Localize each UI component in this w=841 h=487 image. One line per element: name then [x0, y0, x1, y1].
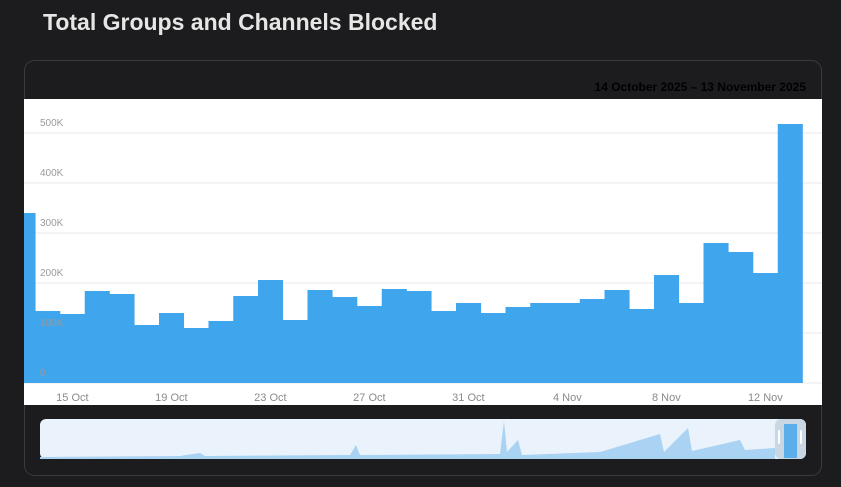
bar: [728, 252, 754, 383]
bar: [159, 313, 185, 383]
page-title: Total Groups and Channels Blocked: [43, 9, 437, 35]
x-tick-label: 19 Oct: [155, 392, 187, 404]
navigator: [40, 419, 806, 459]
bar: [357, 306, 383, 383]
bar: [406, 291, 432, 383]
bar: [629, 309, 655, 383]
bar: [678, 303, 704, 383]
bars: [24, 124, 803, 383]
handle-grip: [800, 430, 802, 444]
bar: [84, 291, 110, 383]
bar: [505, 307, 531, 383]
x-tick-label: 15 Oct: [56, 392, 88, 404]
bar: [777, 124, 803, 383]
navigator-series: [40, 421, 775, 459]
bar: [579, 299, 605, 383]
bar: [183, 328, 209, 383]
bar: [35, 311, 61, 383]
y-tick-label: 300K: [40, 218, 64, 229]
bar: [381, 289, 407, 383]
bar: [530, 303, 556, 383]
bar: [753, 273, 779, 383]
bar: [134, 325, 160, 383]
bar: [208, 321, 234, 383]
bar: [24, 213, 36, 383]
y-tick-label: 200K: [40, 268, 64, 279]
bar: [60, 314, 86, 383]
x-tick-label: 23 Oct: [254, 392, 286, 404]
x-tick-label: 4 Nov: [553, 392, 582, 404]
x-tick-label: 8 Nov: [652, 392, 681, 404]
bar: [258, 280, 284, 383]
bar: [431, 311, 457, 383]
y-tick-label: 100K: [40, 318, 64, 329]
x-tick-label: 27 Oct: [353, 392, 385, 404]
bar: [654, 275, 680, 383]
x-tick-label: 31 Oct: [452, 392, 484, 404]
y-tick-label: 0: [40, 368, 46, 379]
bar: [456, 303, 482, 383]
date-range: 14 October 2025 – 13 November 2025: [595, 80, 807, 94]
y-tick-label: 500K: [40, 118, 64, 129]
bar: [233, 296, 259, 383]
bar: [480, 313, 506, 383]
labels: 15 Oct 19 Oct 23 Oct 27 Oct 31 Oct 4 Nov 8 Nov…: [40, 118, 783, 404]
y-tick-label: 400K: [40, 168, 64, 179]
bar: [604, 290, 630, 383]
bar: [109, 294, 135, 383]
bar: [703, 243, 729, 383]
x-tick-label: 12 Nov: [748, 392, 783, 404]
bar: [555, 303, 581, 383]
handle-grip: [778, 430, 780, 444]
bar: [307, 290, 333, 383]
bar: [282, 320, 308, 383]
bar: [332, 297, 358, 383]
navigator-window: [784, 424, 797, 458]
